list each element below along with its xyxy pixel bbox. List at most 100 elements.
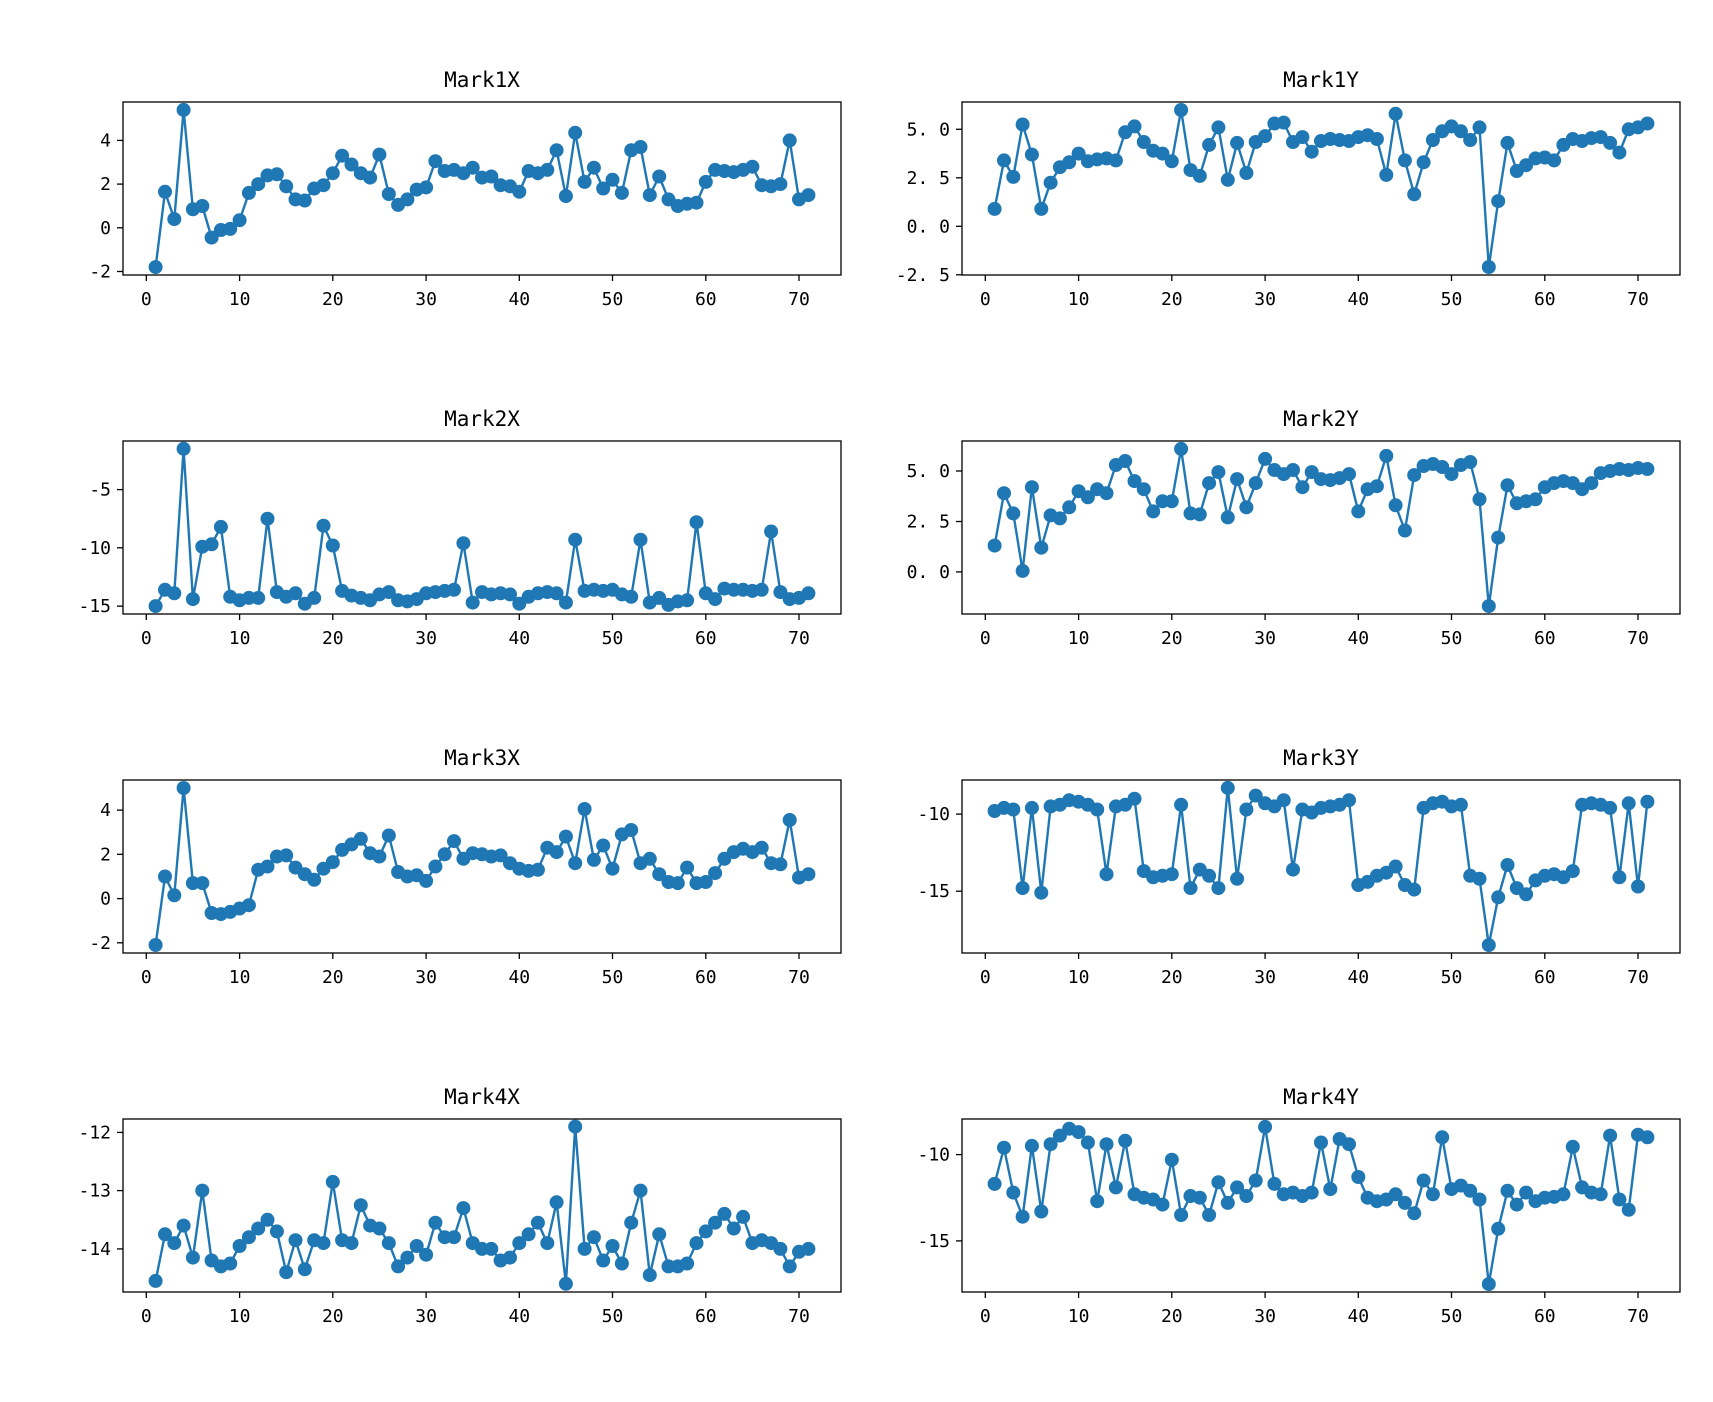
- chart-title: Mark1Y: [1283, 68, 1359, 92]
- data-point: [1034, 201, 1049, 216]
- data-point: [1108, 153, 1123, 168]
- data-point: [997, 1140, 1011, 1155]
- x-tick-label: 40: [1347, 1306, 1369, 1327]
- data-point: [1230, 472, 1245, 487]
- data-point: [1481, 1277, 1496, 1292]
- data-point: [1388, 106, 1403, 121]
- subplot-mark4y: Mark4Y 0 10 20 30 40 50 60 70 -10 -15: [862, 1079, 1705, 1337]
- data-point: [1621, 1202, 1636, 1217]
- data-point: [1369, 132, 1384, 146]
- data-point: [1435, 1130, 1450, 1145]
- data-point: [158, 184, 172, 199]
- data-point: [1472, 120, 1487, 135]
- data-point: [708, 592, 723, 607]
- data-point: [801, 188, 816, 203]
- data-point: [307, 872, 322, 887]
- data-point: [1472, 871, 1487, 886]
- data-point: [558, 595, 573, 610]
- data-point: [1612, 870, 1627, 885]
- data-point: [1034, 540, 1049, 555]
- data-point: [512, 1236, 527, 1251]
- data-point: [1164, 867, 1179, 882]
- data-point: [568, 125, 583, 140]
- data-point: [1379, 448, 1394, 463]
- data-point: [419, 873, 434, 888]
- x-tick-label: 70: [788, 628, 810, 649]
- data-point: [624, 1215, 639, 1230]
- y-tick-label: -5: [89, 480, 111, 501]
- y-tick-label: -10: [917, 804, 950, 825]
- data-point: [419, 1247, 434, 1262]
- data-point: [1472, 1192, 1487, 1207]
- data-point: [465, 160, 480, 175]
- data-point: [372, 849, 387, 864]
- data-point: [540, 162, 555, 177]
- data-point: [1612, 1192, 1627, 1207]
- axes-box: [122, 440, 842, 615]
- x-tick-label: 0: [141, 289, 152, 310]
- data-point: [1640, 462, 1655, 476]
- data-point: [1155, 1197, 1170, 1212]
- data-point: [1416, 155, 1431, 170]
- line-chart-canvas: 0 10 20 30 40 50 60 70 -10 -15: [917, 779, 1681, 988]
- data-point: [577, 1241, 592, 1256]
- data-point: [633, 140, 648, 154]
- chart-title: Mark3X: [444, 746, 520, 770]
- data-point: [624, 589, 639, 604]
- data-point: [1640, 1130, 1655, 1145]
- data-point: [530, 1215, 545, 1230]
- data-point: [241, 185, 256, 200]
- data-point: [512, 184, 527, 199]
- data-point: [325, 538, 340, 553]
- data-point: [558, 829, 573, 844]
- x-tick-label: 30: [1254, 289, 1276, 310]
- data-point: [251, 177, 266, 192]
- data-point: [400, 192, 415, 207]
- data-point: [232, 213, 247, 228]
- x-tick-label: 10: [229, 289, 251, 310]
- data-point: [1556, 1187, 1571, 1202]
- data-point: [1369, 479, 1384, 494]
- data-point: [353, 1198, 368, 1213]
- data-point: [782, 133, 797, 148]
- data-point: [745, 159, 760, 174]
- data-point: [642, 1268, 657, 1283]
- data-point: [493, 848, 508, 863]
- data-point: [176, 102, 191, 117]
- data-point: [381, 1236, 396, 1251]
- data-point: [148, 1273, 163, 1288]
- y-tick-label: 2: [100, 844, 111, 865]
- data-point: [456, 1201, 471, 1216]
- data-point: [409, 1239, 424, 1253]
- data-point: [1043, 175, 1058, 190]
- data-point: [1118, 1133, 1133, 1148]
- data-point: [1342, 793, 1356, 808]
- data-point: [1239, 166, 1254, 180]
- data-point: [596, 1253, 611, 1268]
- data-point: [1379, 167, 1394, 182]
- data-point: [1239, 802, 1254, 817]
- data-point: [251, 1221, 266, 1236]
- data-point: [1258, 1119, 1273, 1134]
- data-point: [614, 185, 629, 200]
- line-chart-canvas: 0 10 20 30 40 50 60 70 -12 -13 -14: [78, 1118, 842, 1327]
- data-point: [1267, 1176, 1282, 1191]
- data-point: [1603, 800, 1618, 815]
- axes-box: [961, 101, 1681, 276]
- x-tick-label: 20: [322, 967, 344, 988]
- data-point: [558, 1276, 573, 1291]
- data-point: [1248, 476, 1263, 491]
- data-point: [1491, 890, 1506, 905]
- data-point: [987, 538, 1002, 553]
- data-point: [1500, 135, 1515, 150]
- x-tick-label: 10: [229, 967, 251, 988]
- data-point: [148, 938, 163, 952]
- data-point: [530, 862, 545, 877]
- data-point: [335, 148, 350, 163]
- data-point: [1425, 133, 1440, 147]
- data-point: [1164, 154, 1179, 169]
- data-point: [419, 180, 434, 195]
- data-point: [1239, 500, 1254, 515]
- x-tick-label: 0: [141, 1306, 152, 1327]
